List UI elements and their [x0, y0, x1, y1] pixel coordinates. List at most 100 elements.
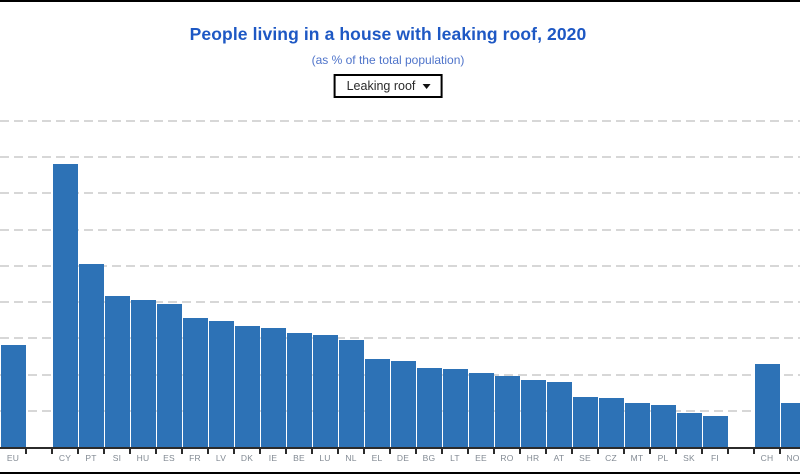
- x-axis-label-LU: LU: [319, 453, 331, 463]
- bar-PL[interactable]: [650, 405, 676, 447]
- x-axis-tick: [545, 449, 547, 454]
- x-axis-tick: [571, 449, 573, 454]
- bar-CH[interactable]: [754, 364, 780, 447]
- indicator-dropdown-label: Leaking roof: [346, 79, 416, 93]
- x-axis-tick: [207, 449, 209, 454]
- x-axis-label-CZ: CZ: [605, 453, 617, 463]
- x-axis-tick: [129, 449, 131, 454]
- x-axis-label-CH: CH: [760, 453, 774, 463]
- bar-EU[interactable]: [0, 345, 26, 447]
- bar-DE[interactable]: [390, 361, 416, 447]
- bar-FI[interactable]: [702, 416, 728, 447]
- x-axis-tick: [25, 449, 27, 454]
- gridline-20pct: [0, 301, 800, 303]
- bar-HU[interactable]: [130, 300, 156, 447]
- x-axis-label-DK: DK: [240, 453, 254, 463]
- x-axis-label-PL: PL: [657, 453, 669, 463]
- bar-CY[interactable]: [52, 164, 78, 447]
- x-axis-tick: [597, 449, 599, 454]
- bar-LV[interactable]: [208, 321, 234, 447]
- bar-EL[interactable]: [364, 359, 390, 447]
- bar-ES[interactable]: [156, 304, 182, 447]
- x-axis-label-SE: SE: [579, 453, 591, 463]
- x-axis-label-PT: PT: [85, 453, 97, 463]
- x-axis-label-ES: ES: [163, 453, 175, 463]
- bar-FR[interactable]: [182, 318, 208, 447]
- bar-SI[interactable]: [104, 296, 130, 447]
- bar-RO[interactable]: [494, 376, 520, 447]
- x-axis-tick: [103, 449, 105, 454]
- x-axis-label-HU: HU: [136, 453, 150, 463]
- x-axis-label-NL: NL: [345, 453, 357, 463]
- x-axis-label-EL: EL: [371, 453, 383, 463]
- x-axis-line: [0, 447, 800, 449]
- x-axis-label-FR: FR: [189, 453, 201, 463]
- chart-subtitle: (as % of the total population): [311, 53, 465, 67]
- bar-HR[interactable]: [520, 380, 546, 447]
- bar-NO[interactable]: [780, 403, 800, 447]
- x-axis-label-IE: IE: [268, 453, 278, 463]
- bar-SE[interactable]: [572, 397, 598, 447]
- x-axis-tick: [493, 449, 495, 454]
- x-axis-tick: [389, 449, 391, 454]
- gridline-35pct: [0, 192, 800, 195]
- x-axis-label-EE: EE: [475, 453, 487, 463]
- x-axis-label-SK: SK: [683, 453, 695, 463]
- gridline-15pct: [0, 337, 800, 340]
- x-axis-tick: [441, 449, 443, 454]
- bar-DK[interactable]: [234, 326, 260, 447]
- x-axis-label-NO: NO: [786, 453, 800, 463]
- x-axis-tick: [337, 449, 339, 454]
- bar-LT[interactable]: [442, 369, 468, 447]
- bar-NL[interactable]: [338, 340, 364, 447]
- x-axis-label-AT: AT: [553, 453, 565, 463]
- x-axis-tick: [363, 449, 365, 454]
- bar-LU[interactable]: [312, 335, 338, 447]
- x-axis-tick: [285, 449, 287, 454]
- x-axis-tick: [649, 449, 651, 454]
- bar-PT[interactable]: [78, 264, 104, 447]
- x-axis-tick: [727, 449, 729, 454]
- x-axis-tick: [779, 449, 781, 454]
- x-axis-label-FI: FI: [711, 453, 719, 463]
- x-axis-tick: [77, 449, 79, 454]
- x-axis-label-MT: MT: [630, 453, 644, 463]
- bar-AT[interactable]: [546, 382, 572, 447]
- x-axis-label-SI: SI: [112, 453, 122, 463]
- x-axis-label-EU: EU: [6, 453, 20, 463]
- x-axis-label-BG: BG: [422, 453, 436, 463]
- x-axis-tick: [155, 449, 157, 454]
- bar-EE[interactable]: [468, 373, 494, 447]
- x-axis-label-BE: BE: [293, 453, 305, 463]
- x-axis-label-HR: HR: [526, 453, 540, 463]
- x-axis-tick: [311, 449, 313, 454]
- bar-SK[interactable]: [676, 413, 702, 447]
- bar-CZ[interactable]: [598, 398, 624, 447]
- bar-MT[interactable]: [624, 403, 650, 447]
- x-axis-tick: [467, 449, 469, 454]
- x-axis-label-DE: DE: [396, 453, 410, 463]
- x-axis-label-CY: CY: [58, 453, 72, 463]
- gridline-45pct: [0, 119, 800, 122]
- x-axis-tick: [259, 449, 261, 454]
- chart-title: People living in a house with leaking ro…: [189, 24, 587, 44]
- x-axis-tick: [51, 449, 53, 454]
- bar-BG[interactable]: [416, 368, 442, 447]
- indicator-dropdown[interactable]: Leaking roof: [333, 74, 443, 98]
- x-axis-label-RO: RO: [500, 453, 514, 463]
- x-axis-tick: [181, 449, 183, 454]
- x-axis-tick: [701, 449, 703, 454]
- x-axis-tick: [753, 449, 755, 454]
- x-axis-tick: [623, 449, 625, 454]
- x-axis-label-LT: LT: [450, 453, 460, 463]
- bar-IE[interactable]: [260, 328, 286, 447]
- x-axis-tick: [519, 449, 521, 454]
- chevron-down-icon: [422, 83, 431, 89]
- gridline-25pct: [0, 264, 800, 267]
- bar-BE[interactable]: [286, 333, 312, 447]
- x-axis-label-LV: LV: [215, 453, 227, 463]
- x-axis-tick: [415, 449, 417, 454]
- gridline-40pct: [0, 156, 800, 158]
